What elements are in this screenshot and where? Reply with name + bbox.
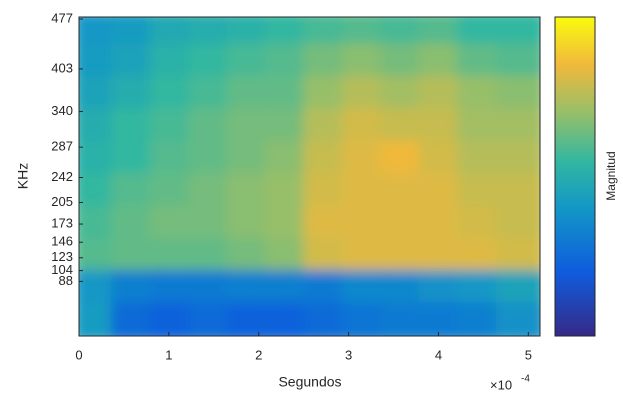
- x-tick-label: 2: [255, 347, 262, 362]
- x-tick-label: 5: [525, 347, 532, 362]
- y-tick-label: 205: [51, 194, 73, 209]
- y-tick-label: 477: [51, 10, 73, 25]
- contour-field: [79, 17, 540, 336]
- x-tick-label: 3: [345, 347, 352, 362]
- colorbar-label: Magnitud: [604, 151, 618, 200]
- contour-cell: [495, 302, 540, 336]
- y-tick-label: 173: [51, 215, 73, 230]
- y-tick-label: 340: [51, 103, 73, 118]
- y-tick-label: 104: [51, 262, 73, 277]
- y-axis-label: KHz: [15, 163, 31, 189]
- x-exponent: ×10: [490, 377, 512, 392]
- x-tick-label: 0: [75, 347, 82, 362]
- y-tick-label: 287: [51, 139, 73, 154]
- x-tick-label: 1: [165, 347, 172, 362]
- x-exponent-power: -4: [521, 374, 530, 385]
- y-tick-label: 242: [51, 169, 73, 184]
- y-tick-label: 88: [59, 273, 73, 288]
- colorbar: [554, 16, 596, 337]
- x-axis-label: Segundos: [278, 374, 341, 390]
- contour-cells: [79, 17, 540, 336]
- y-tick-label: 123: [51, 249, 73, 264]
- y-tick-label: 146: [51, 234, 73, 249]
- x-tick-label: 4: [435, 347, 442, 362]
- plot-frame: [78, 16, 541, 337]
- y-tick-label: 403: [51, 60, 73, 75]
